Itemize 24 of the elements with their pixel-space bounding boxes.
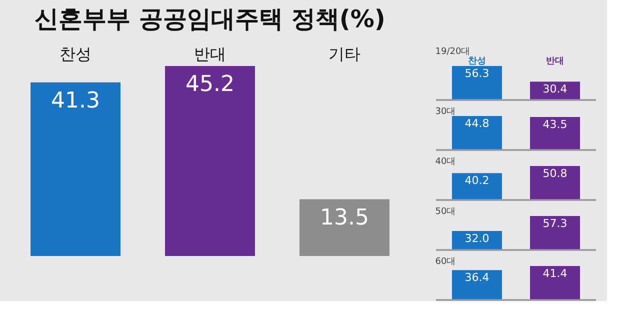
chart-title: 50대 — [435, 207, 456, 217]
chart-title: 30대 — [435, 107, 456, 117]
x-tick-label: 반대 — [546, 56, 564, 66]
data-label: 43.5 — [542, 118, 568, 131]
data-label: 41.4 — [542, 267, 568, 280]
data-label: 45.2 — [186, 72, 234, 97]
chart-title: 40대 — [435, 157, 456, 167]
data-label: 13.5 — [320, 205, 369, 230]
x-tick-label: 찬성 — [60, 44, 92, 64]
chart-title: 60대 — [435, 257, 456, 267]
data-label: 57.3 — [542, 217, 568, 230]
x-tick-label: 기타 — [328, 44, 360, 64]
x-tick-label: 반대 — [194, 44, 226, 64]
data-label: 36.4 — [464, 271, 490, 284]
x-tick-label: 찬성 — [468, 56, 486, 66]
chart-title: 19/20대 — [435, 47, 470, 57]
chart-title: 신혼부부 공공임대주택 정책(%) — [34, 5, 386, 33]
data-label: 50.8 — [542, 167, 568, 180]
data-label: 56.3 — [464, 67, 490, 80]
data-label: 32.0 — [464, 232, 490, 246]
data-label: 44.8 — [464, 117, 490, 130]
data-label: 40.2 — [464, 174, 490, 188]
data-label: 41.3 — [51, 88, 100, 114]
data-label: 30.4 — [542, 82, 568, 96]
